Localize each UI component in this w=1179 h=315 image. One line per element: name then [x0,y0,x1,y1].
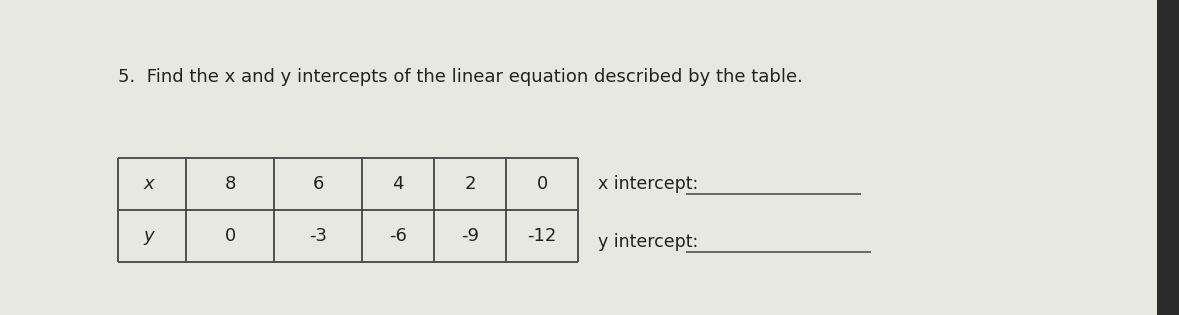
Text: y: y [144,227,154,245]
Text: 6: 6 [312,175,324,193]
Text: x: x [144,175,154,193]
Text: 5.  Find the x and y intercepts of the linear equation described by the table.: 5. Find the x and y intercepts of the li… [118,68,803,86]
Text: 8: 8 [224,175,236,193]
Text: y intercept:: y intercept: [598,233,698,251]
Text: -6: -6 [389,227,407,245]
Text: 0: 0 [536,175,547,193]
Text: 2: 2 [465,175,476,193]
Text: x intercept:: x intercept: [598,175,698,193]
Text: 0: 0 [224,227,236,245]
Text: -9: -9 [461,227,479,245]
Text: -12: -12 [527,227,556,245]
Text: 4: 4 [393,175,403,193]
Text: -3: -3 [309,227,327,245]
Bar [1157,0,1179,315]
